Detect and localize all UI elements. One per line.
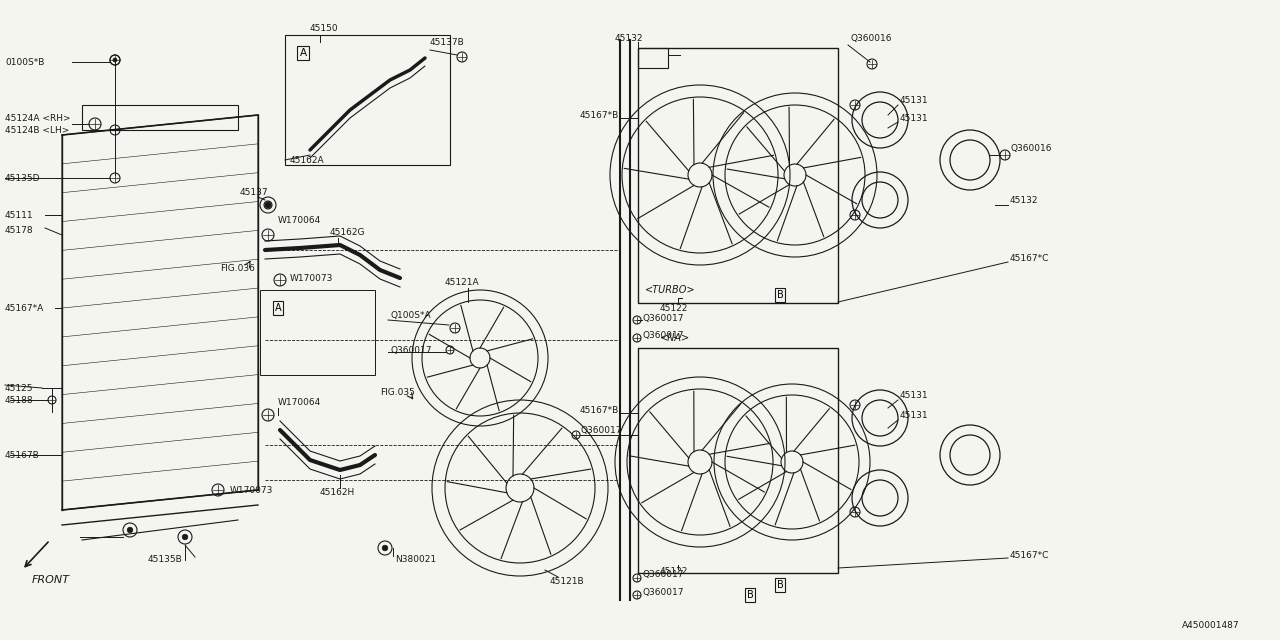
Text: 45131: 45131 <box>900 113 928 122</box>
Text: B: B <box>777 580 783 590</box>
Text: W170073: W170073 <box>230 486 274 495</box>
Text: W170064: W170064 <box>278 216 321 225</box>
Text: 45167B: 45167B <box>5 451 40 460</box>
Text: 45167*B: 45167*B <box>580 406 620 415</box>
Text: Q360016: Q360016 <box>1010 143 1051 152</box>
Bar <box>82 105 238 130</box>
Text: Q360016: Q360016 <box>850 33 891 42</box>
Text: <TURBO>: <TURBO> <box>645 285 695 295</box>
Text: 45178: 45178 <box>5 225 33 234</box>
Text: B: B <box>746 590 754 600</box>
Text: 45131: 45131 <box>900 410 928 419</box>
Text: 45131: 45131 <box>900 390 928 399</box>
Text: 45125: 45125 <box>5 383 33 392</box>
Text: 45132: 45132 <box>1010 195 1038 205</box>
Text: 45121B: 45121B <box>550 577 585 586</box>
Text: 45135D: 45135D <box>5 173 41 182</box>
Text: 45111: 45111 <box>5 211 33 220</box>
Circle shape <box>182 534 188 540</box>
Text: Q360017: Q360017 <box>643 314 684 323</box>
Text: 45135B: 45135B <box>148 556 183 564</box>
Text: Q360017: Q360017 <box>580 426 622 435</box>
Text: 45167*C: 45167*C <box>1010 253 1050 262</box>
Text: 45121A: 45121A <box>445 278 480 287</box>
Text: 45162A: 45162A <box>291 156 325 164</box>
Text: 45167*B: 45167*B <box>580 111 620 120</box>
Text: A: A <box>275 303 282 313</box>
Text: FRONT: FRONT <box>32 575 70 585</box>
Circle shape <box>383 545 388 551</box>
Text: W170064: W170064 <box>278 397 321 406</box>
Circle shape <box>266 204 270 207</box>
Text: Q360017: Q360017 <box>643 588 684 596</box>
Text: 45162H: 45162H <box>320 488 356 497</box>
Bar <box>637 48 838 303</box>
Text: 45137: 45137 <box>241 188 269 196</box>
Text: 45122: 45122 <box>660 303 689 312</box>
Text: 0100S*B: 0100S*B <box>5 58 45 67</box>
Text: 45137B: 45137B <box>430 38 465 47</box>
Text: 45188: 45188 <box>5 396 33 404</box>
Text: N380021: N380021 <box>396 556 436 564</box>
Text: <NA>: <NA> <box>660 333 690 343</box>
Text: W170073: W170073 <box>291 273 333 282</box>
Text: Q100S*A: Q100S*A <box>390 310 430 319</box>
Text: B: B <box>777 290 783 300</box>
Circle shape <box>265 202 271 208</box>
Text: 45167*A: 45167*A <box>5 303 45 312</box>
Text: Q360017: Q360017 <box>643 330 684 339</box>
Text: A: A <box>300 48 307 58</box>
Text: 45124A <RH>: 45124A <RH> <box>5 113 70 122</box>
Text: Q360017: Q360017 <box>643 570 684 579</box>
Text: FIG.035: FIG.035 <box>380 387 415 397</box>
Circle shape <box>113 58 116 62</box>
Text: 45122: 45122 <box>660 568 689 577</box>
Text: 45131: 45131 <box>900 95 928 104</box>
Text: 45162G: 45162G <box>330 227 366 237</box>
Text: 45124B <LH>: 45124B <LH> <box>5 125 69 134</box>
Bar <box>637 48 668 68</box>
Text: 45150: 45150 <box>310 24 339 33</box>
Text: 45132: 45132 <box>614 33 644 42</box>
Bar <box>285 35 451 165</box>
Text: 45167*C: 45167*C <box>1010 550 1050 559</box>
Text: Q360017: Q360017 <box>390 346 431 355</box>
Bar <box>637 348 838 573</box>
Text: A450001487: A450001487 <box>1183 621 1240 630</box>
Circle shape <box>127 527 133 532</box>
Bar <box>260 290 375 375</box>
Text: FIG.036: FIG.036 <box>220 264 255 273</box>
